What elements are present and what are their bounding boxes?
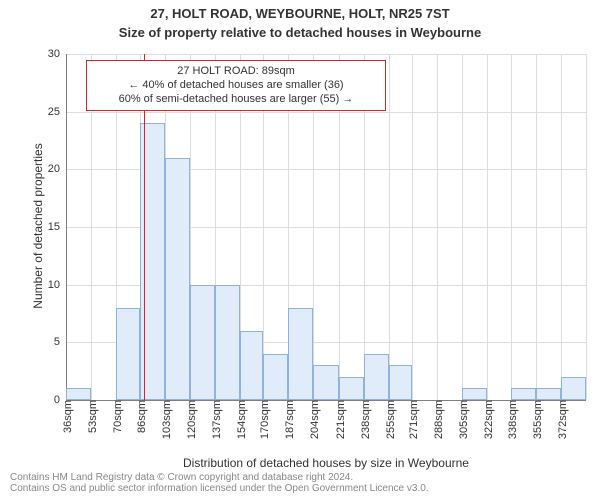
histogram-bar bbox=[263, 354, 288, 400]
plot-area: 05101520253036sqm53sqm70sqm86sqm103sqm12… bbox=[66, 54, 586, 400]
gridline-v bbox=[437, 54, 438, 400]
histogram-bar bbox=[66, 388, 91, 400]
histogram-bar bbox=[389, 365, 413, 400]
x-tick-label: 187sqm bbox=[280, 400, 296, 439]
x-tick-label: 103sqm bbox=[157, 400, 173, 439]
x-tick-label: 255sqm bbox=[381, 400, 397, 439]
histogram-bar bbox=[313, 365, 338, 400]
x-tick-label: 137sqm bbox=[207, 400, 223, 439]
x-tick-label: 154sqm bbox=[232, 400, 248, 439]
gridline-v bbox=[487, 54, 488, 400]
chart-area: Number of detached properties 0510152025… bbox=[0, 0, 600, 500]
histogram-bar bbox=[536, 388, 561, 400]
x-tick-label: 238sqm bbox=[356, 400, 372, 439]
gridline-v bbox=[462, 54, 463, 400]
x-tick-label: 36sqm bbox=[58, 400, 74, 433]
histogram-bar bbox=[116, 308, 140, 400]
y-tick-label: 20 bbox=[48, 163, 66, 175]
annotation-line: 60% of semi-detached houses are larger (… bbox=[91, 93, 381, 107]
x-tick-label: 53sqm bbox=[83, 400, 99, 433]
x-tick-label: 322sqm bbox=[479, 400, 495, 439]
x-tick-label: 204sqm bbox=[305, 400, 321, 439]
attribution-footer: Contains HM Land Registry data © Crown c… bbox=[0, 472, 600, 494]
histogram-bar bbox=[215, 285, 240, 400]
y-tick-label: 25 bbox=[48, 106, 66, 118]
y-tick-label: 10 bbox=[48, 279, 66, 291]
x-tick-label: 305sqm bbox=[454, 400, 470, 439]
gridline-v bbox=[561, 54, 562, 400]
histogram-bar bbox=[462, 388, 487, 400]
x-tick-label: 120sqm bbox=[182, 400, 198, 439]
histogram-bar bbox=[364, 354, 389, 400]
y-axis-label: Number of detached properties bbox=[31, 126, 45, 326]
x-tick-label: 355sqm bbox=[528, 400, 544, 439]
x-tick-label: 86sqm bbox=[132, 400, 148, 433]
histogram-bar bbox=[511, 388, 536, 400]
y-tick-label: 30 bbox=[48, 48, 66, 60]
x-tick-label: 221sqm bbox=[331, 400, 347, 439]
histogram-bar bbox=[165, 158, 190, 400]
annotation-callout: 27 HOLT ROAD: 89sqm← 40% of detached hou… bbox=[86, 60, 386, 111]
x-tick-label: 288sqm bbox=[429, 400, 445, 439]
histogram-bar bbox=[339, 377, 364, 400]
gridline-v bbox=[511, 54, 512, 400]
attribution-line: Contains HM Land Registry data © Crown c… bbox=[10, 472, 600, 483]
x-tick-label: 70sqm bbox=[108, 400, 124, 433]
annotation-line: 27 HOLT ROAD: 89sqm bbox=[91, 65, 381, 79]
y-tick-label: 15 bbox=[48, 221, 66, 233]
gridline-v bbox=[536, 54, 537, 400]
annotation-line: ← 40% of detached houses are smaller (36… bbox=[91, 79, 381, 93]
gridline-v bbox=[66, 54, 67, 400]
gridline-v bbox=[586, 54, 587, 400]
gridline-v bbox=[412, 54, 413, 400]
x-tick-label: 271sqm bbox=[404, 400, 420, 439]
gridline-v bbox=[389, 54, 390, 400]
y-tick-label: 5 bbox=[54, 336, 66, 348]
x-tick-label: 338sqm bbox=[503, 400, 519, 439]
x-tick-label: 170sqm bbox=[255, 400, 271, 439]
histogram-bar bbox=[240, 331, 264, 400]
histogram-bar bbox=[190, 285, 215, 400]
attribution-line: Contains OS and public sector informatio… bbox=[10, 483, 600, 494]
x-axis-label: Distribution of detached houses by size … bbox=[146, 456, 506, 470]
histogram-bar bbox=[288, 308, 313, 400]
histogram-bar bbox=[561, 377, 586, 400]
x-tick-label: 372sqm bbox=[553, 400, 569, 439]
